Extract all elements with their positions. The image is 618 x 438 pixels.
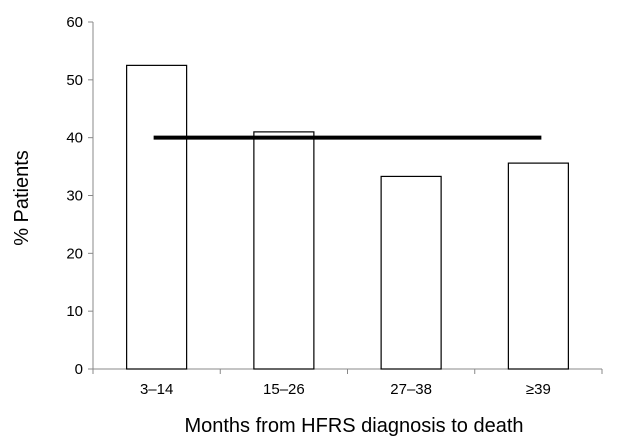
plot-area: 0 10 20 30 40 50 60 3–14 15–26 27–38 ≥39 (66, 14, 603, 398)
x-tick-label: 27–38 (390, 381, 432, 398)
bar-1 (126, 64, 188, 370)
y-tick-label: 40 (66, 130, 83, 147)
x-axis-title: Months from HFRS diagnosis to death (184, 415, 523, 437)
bar-4 (507, 162, 569, 370)
y-tick-label: 20 (66, 245, 83, 262)
x-tick-label: 3–14 (140, 381, 173, 398)
y-tick-label: 0 (75, 361, 83, 378)
y-tick-label: 10 (66, 303, 83, 320)
x-tick-label: ≥39 (526, 381, 551, 398)
bar-2 (253, 131, 315, 370)
x-tick-label: 15–26 (263, 381, 305, 398)
y-tick-label: 30 (66, 188, 83, 205)
bar-3 (380, 175, 442, 370)
y-tick-label: 60 (66, 14, 83, 31)
y-tick-label: 50 (66, 72, 83, 89)
y-axis-title: % Patients (11, 150, 33, 246)
